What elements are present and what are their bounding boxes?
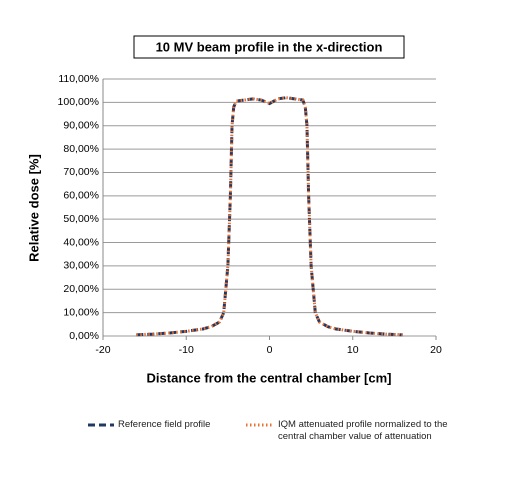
x-tick-label: -10 — [179, 344, 194, 356]
y-tick-label: 80,00% — [63, 143, 99, 155]
chart-title: 10 MV beam profile in the x-direction — [156, 39, 383, 54]
y-tick-label: 20,00% — [63, 283, 99, 295]
x-axis-label: Distance from the central chamber [cm] — [147, 370, 392, 385]
y-tick-label: 90,00% — [63, 120, 99, 132]
x-tick-label: -20 — [95, 344, 110, 356]
x-tick-label: 20 — [430, 344, 442, 356]
x-tick-label: 10 — [347, 344, 359, 356]
x-tick-label: 0 — [267, 344, 273, 356]
y-tick-label: 30,00% — [63, 260, 99, 272]
y-tick-label: 100,00% — [58, 96, 99, 108]
y-tick-label: 110,00% — [58, 73, 99, 85]
y-tick-label: 50,00% — [63, 213, 99, 225]
title-box — [133, 35, 405, 59]
y-tick-label: 10,00% — [63, 306, 99, 318]
series-line — [136, 96, 403, 337]
y-tick-label: 40,00% — [63, 236, 99, 248]
legend-label: Reference field profile — [118, 419, 211, 430]
y-tick-label: 60,00% — [63, 190, 99, 202]
y-tick-label: 0,00% — [69, 330, 99, 342]
y-axis-label: Relative dose [%] — [26, 154, 41, 262]
legend-label: IQM attenuated profile normalized to the… — [278, 419, 448, 442]
y-tick-label: 70,00% — [63, 166, 99, 178]
series-line — [136, 96, 403, 337]
